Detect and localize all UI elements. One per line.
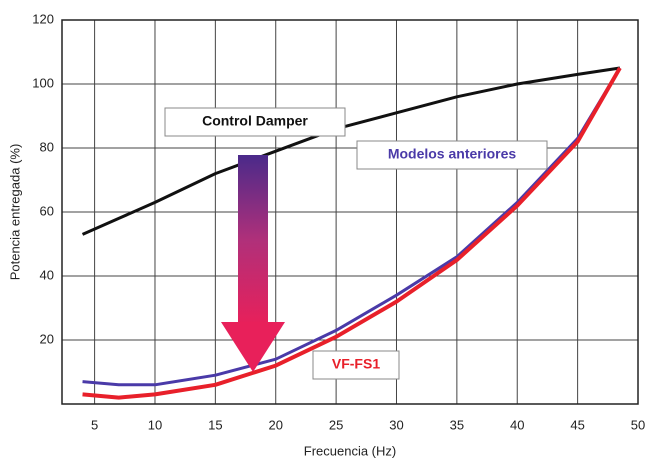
y-tick-label: 120	[32, 11, 54, 26]
x-tick-label: 50	[631, 417, 645, 432]
y-tick-label: 80	[40, 139, 54, 154]
y-axis-label: Potencia entregada (%)	[7, 144, 22, 281]
x-tick-label: 45	[570, 417, 584, 432]
series-label: Control Damper	[202, 113, 308, 129]
x-tick-label: 35	[450, 417, 464, 432]
y-tick-label: 20	[40, 331, 54, 346]
x-tick-label: 40	[510, 417, 524, 432]
arrow-head	[221, 322, 285, 372]
label-box	[164, 107, 346, 137]
y-tick-label: 40	[40, 267, 54, 282]
x-tick-label: 10	[148, 417, 162, 432]
x-axis-label: Frecuencia (Hz)	[304, 443, 396, 458]
series-line	[82, 67, 622, 400]
y-tick-label: 60	[40, 203, 54, 218]
x-tick-label: 15	[208, 417, 222, 432]
label-box	[356, 140, 548, 170]
plot-border	[61, 19, 639, 405]
label-box	[312, 350, 400, 380]
series-label: VF-FS1	[332, 356, 380, 372]
arrow-shaft	[238, 155, 268, 325]
x-tick-label: 30	[389, 417, 403, 432]
x-tick-label: 25	[329, 417, 343, 432]
series-line	[82, 67, 622, 387]
x-tick-label: 5	[91, 417, 98, 432]
x-tick-label: 20	[269, 417, 283, 432]
y-tick-label: 100	[32, 75, 54, 90]
series-label: Modelos anteriores	[388, 146, 517, 162]
